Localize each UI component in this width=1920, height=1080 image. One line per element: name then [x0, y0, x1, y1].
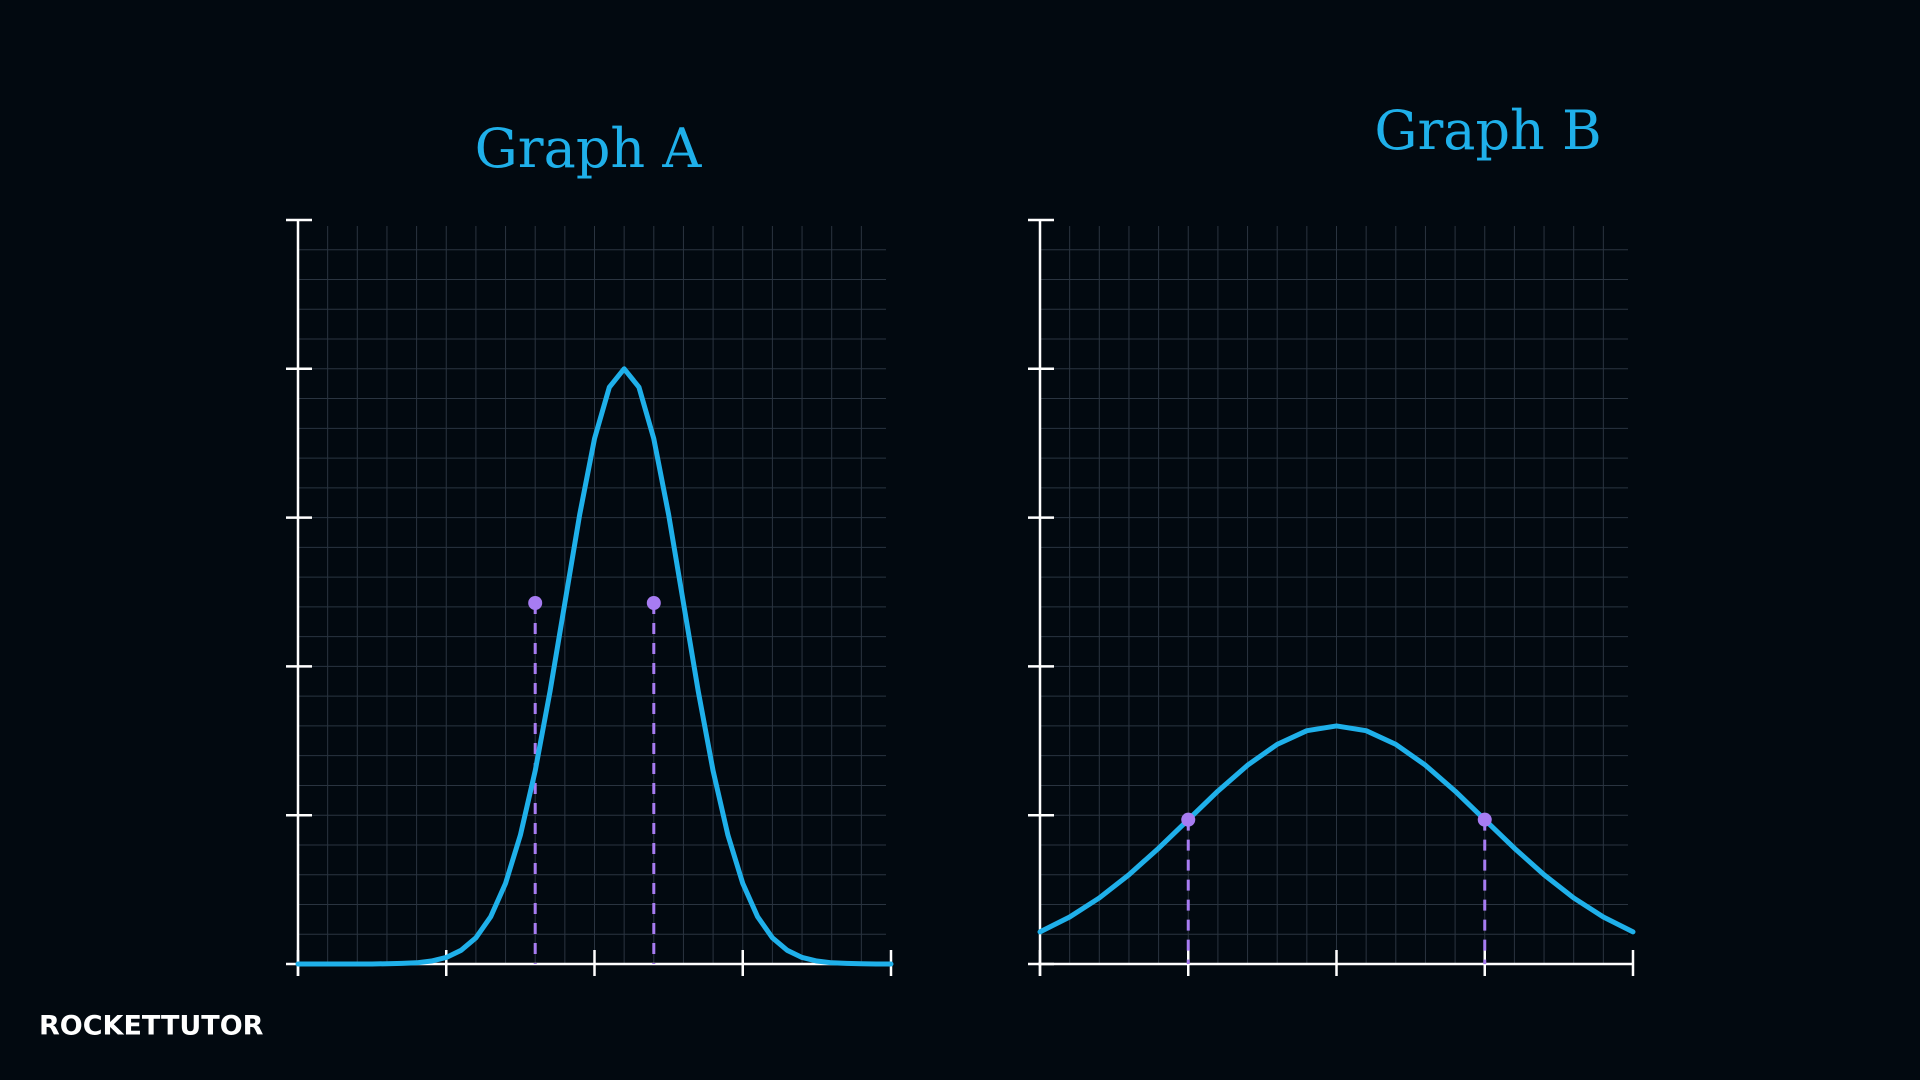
highlight-point [528, 596, 543, 611]
chart-title: Graph B [1374, 99, 1601, 162]
highlight-point [646, 596, 661, 611]
logo: ROCKETTUTOR [39, 1011, 264, 1042]
highlight-point [1477, 812, 1492, 827]
chart-title: Graph A [475, 117, 703, 180]
curve [295, 366, 894, 967]
highlight-point [1181, 812, 1196, 827]
curve [1037, 723, 1636, 935]
